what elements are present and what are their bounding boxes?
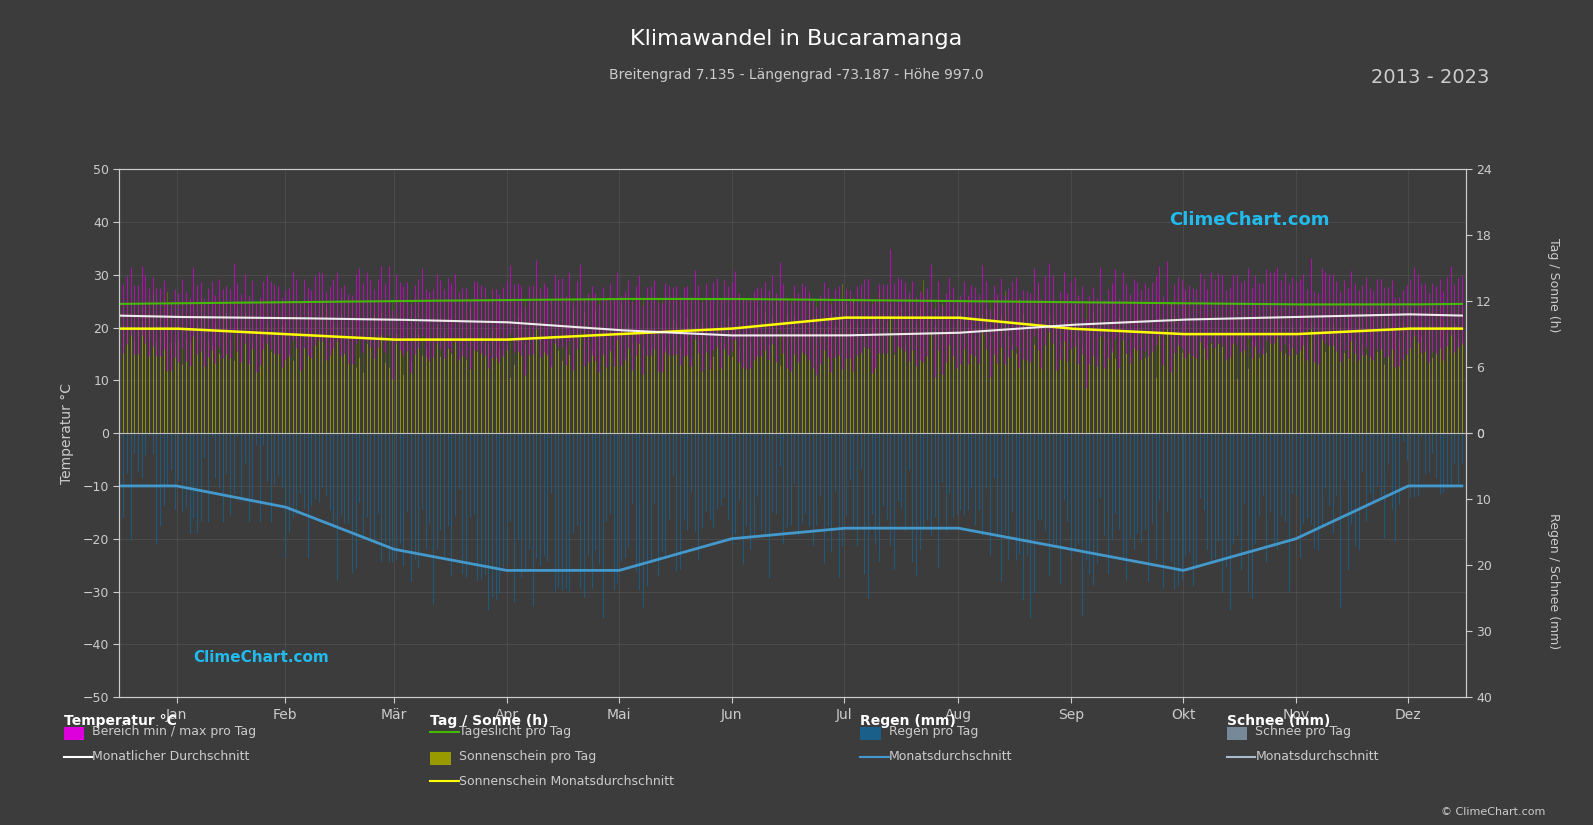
Text: Monatsdurchschnitt: Monatsdurchschnitt xyxy=(1255,750,1380,763)
Text: Tag / Sonne (h): Tag / Sonne (h) xyxy=(430,714,548,728)
Text: Regen (mm): Regen (mm) xyxy=(860,714,956,728)
Text: Sonnenschein pro Tag: Sonnenschein pro Tag xyxy=(459,750,596,763)
Text: Temperatur °C: Temperatur °C xyxy=(64,714,177,728)
Text: Monatlicher Durchschnitt: Monatlicher Durchschnitt xyxy=(92,750,250,763)
Text: Breitengrad 7.135 - Längengrad -73.187 - Höhe 997.0: Breitengrad 7.135 - Längengrad -73.187 -… xyxy=(609,68,984,82)
Text: Regen / Schnee (mm): Regen / Schnee (mm) xyxy=(1547,513,1560,649)
Text: Regen pro Tag: Regen pro Tag xyxy=(889,725,978,738)
Text: ClimeChart.com: ClimeChart.com xyxy=(193,650,330,666)
Text: Tageslicht pro Tag: Tageslicht pro Tag xyxy=(459,725,570,738)
Text: © ClimeChart.com: © ClimeChart.com xyxy=(1440,807,1545,817)
Text: Monatsdurchschnitt: Monatsdurchschnitt xyxy=(889,750,1013,763)
Text: Tag / Sonne (h): Tag / Sonne (h) xyxy=(1547,238,1560,332)
Text: Klimawandel in Bucaramanga: Klimawandel in Bucaramanga xyxy=(631,29,962,49)
Text: Schnee pro Tag: Schnee pro Tag xyxy=(1255,725,1351,738)
Text: Bereich min / max pro Tag: Bereich min / max pro Tag xyxy=(92,725,256,738)
Y-axis label: Temperatur °C: Temperatur °C xyxy=(61,383,75,483)
Text: Schnee (mm): Schnee (mm) xyxy=(1227,714,1330,728)
Text: Sonnenschein Monatsdurchschnitt: Sonnenschein Monatsdurchschnitt xyxy=(459,775,674,788)
Text: 2013 - 2023: 2013 - 2023 xyxy=(1372,68,1489,87)
Text: ClimeChart.com: ClimeChart.com xyxy=(1169,211,1330,229)
